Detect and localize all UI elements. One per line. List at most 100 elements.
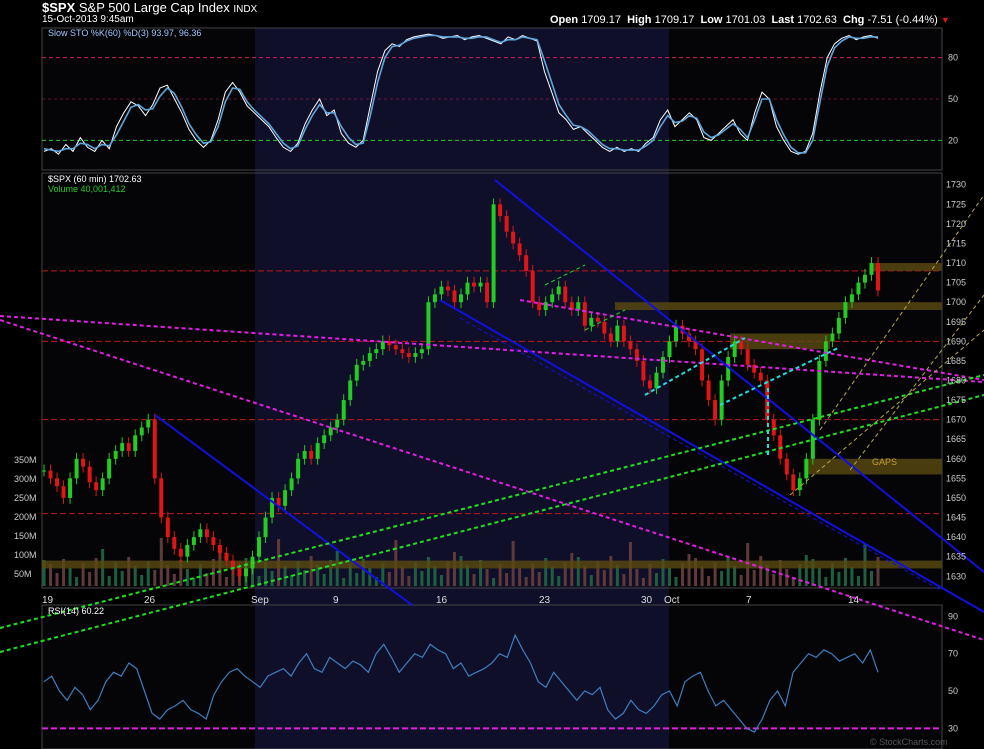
price-candle-body: [667, 341, 672, 358]
volume-bar: [205, 573, 209, 586]
price-candle-body: [556, 286, 561, 295]
volume-bar: [654, 573, 658, 586]
rsi-tick-label: 90: [948, 611, 958, 621]
price-candle-body: [608, 333, 613, 342]
price-candle-body: [159, 478, 164, 518]
cyan-trendline: [719, 347, 839, 406]
x-tick-label: Oct: [664, 595, 680, 606]
volume-bar: [785, 569, 789, 586]
price-candle-body: [185, 544, 190, 557]
open-value: 1709.17: [581, 14, 621, 26]
price-tick-label: 1705: [946, 278, 966, 288]
volume-bar: [687, 554, 691, 586]
price-candle-body: [61, 486, 66, 498]
price-tick-label: 1635: [946, 552, 966, 562]
volume-bar: [648, 564, 652, 586]
volume-bar: [472, 574, 476, 586]
x-tick-label: 14: [848, 595, 860, 606]
price-candle-body: [230, 560, 235, 569]
price-tick-label: 1700: [946, 297, 966, 307]
volume-bar: [114, 562, 118, 586]
volume-bar: [713, 562, 717, 586]
volume-bar: [765, 565, 769, 586]
x-tick-label: 26: [144, 595, 156, 606]
volume-bar: [570, 553, 574, 586]
price-candle-body: [439, 286, 444, 295]
volume-bar: [830, 563, 834, 586]
price-candle-body: [726, 357, 731, 381]
rsi-tick-label: 30: [948, 723, 958, 733]
price-candle-body: [511, 231, 516, 244]
volume-bar: [120, 571, 124, 586]
price-candle-body: [387, 341, 392, 346]
volume-bar: [185, 569, 189, 586]
price-candle-body: [406, 353, 411, 358]
blue-channel-line: [439, 299, 984, 613]
volume-bar: [439, 575, 443, 586]
last-value: 1702.63: [797, 14, 837, 26]
volume-bar: [303, 570, 307, 586]
volume-bar: [681, 563, 685, 586]
x-tick-label: 30: [641, 595, 653, 606]
volume-bar: [381, 563, 385, 586]
price-candle-body: [674, 325, 679, 342]
volume-bar: [498, 564, 502, 586]
price-candle-body: [126, 443, 131, 451]
volume-bar: [589, 575, 593, 586]
price-candle-body: [563, 286, 568, 303]
volume-bar: [583, 566, 587, 586]
support-zone: [615, 302, 942, 311]
rsi-title: RSI(14) 60.22: [48, 606, 104, 616]
volume-bar: [674, 577, 678, 586]
volume-bar: [707, 576, 711, 586]
green-trendline: [544, 264, 586, 286]
volume-bar: [68, 568, 72, 586]
price-candle-body: [55, 478, 60, 487]
price-candle-body: [309, 450, 314, 459]
price-candle-body: [758, 372, 763, 381]
price-candle-body: [700, 349, 705, 381]
price-candle-body: [413, 353, 418, 358]
volume-bar: [49, 564, 53, 586]
low-value: 1701.03: [725, 14, 766, 26]
index-name: S&P 500 Large Cap Index: [78, 0, 230, 15]
volume-bar: [94, 558, 98, 586]
volume-bar: [550, 567, 554, 586]
price-candle-body: [113, 450, 118, 459]
exchange: INDX: [233, 4, 258, 15]
price-candle-body: [380, 341, 385, 350]
volume-bar: [602, 570, 606, 586]
stoch-tick-label: 50: [948, 94, 958, 104]
price-candle-body: [322, 435, 327, 444]
price-candle-body: [491, 204, 496, 303]
price-candle-body: [504, 216, 509, 232]
price-tick-label: 1720: [946, 219, 966, 229]
price-candle-body: [836, 317, 841, 334]
volume-bar: [153, 570, 157, 586]
stoch-tick-label: 80: [948, 53, 958, 63]
tan-channel-line: [819, 194, 984, 431]
price-candle-body: [68, 478, 73, 498]
volume-bar: [179, 560, 183, 586]
price-candle-body: [211, 537, 216, 545]
volume-bar: [615, 565, 619, 586]
chg-value: -7.51 (-0.44%): [867, 14, 938, 26]
volume-bar: [791, 578, 795, 586]
volume-bar: [622, 574, 626, 586]
price-candle-body: [393, 345, 398, 350]
price-candle-body: [374, 349, 379, 354]
price-candle-body: [569, 302, 574, 311]
volume-bar: [492, 578, 496, 586]
price-candle-body: [791, 474, 796, 491]
volume-tick-label: 350M: [14, 455, 37, 465]
price-candle-body: [243, 568, 248, 577]
low-label: Low: [700, 14, 723, 26]
price-candle-body: [361, 360, 366, 365]
volume-bar: [387, 572, 391, 586]
price-candle-body: [94, 482, 99, 491]
price-tick-label: 1630: [946, 571, 966, 581]
price-candle-body: [713, 400, 718, 420]
volume-bar: [739, 575, 743, 586]
volume-bar: [856, 576, 860, 586]
volume-tick-label: 50M: [14, 569, 32, 579]
